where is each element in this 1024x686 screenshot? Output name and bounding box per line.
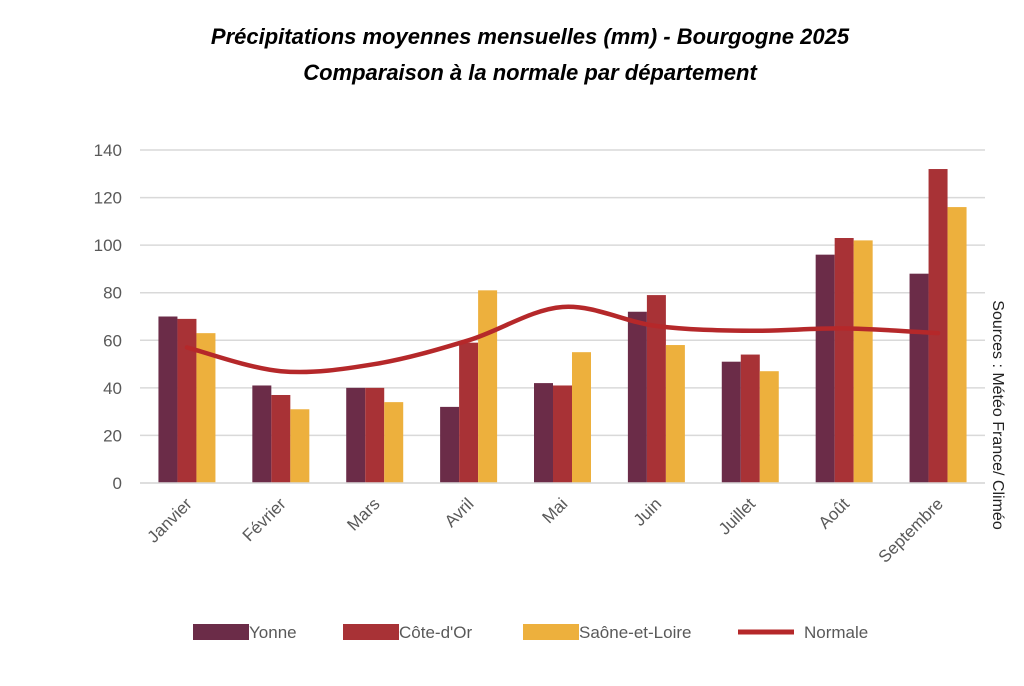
source-note: Sources : Météo France/ Climéo — [989, 300, 1006, 530]
legend-label: Yonne — [249, 623, 297, 642]
bar — [534, 383, 553, 483]
bar — [553, 385, 572, 483]
bar — [627, 311, 647, 483]
bar — [572, 352, 591, 483]
bar — [196, 333, 216, 483]
legend-label: Côte-d'Or — [399, 623, 472, 642]
bar — [384, 402, 404, 483]
y-tick-label: 20 — [103, 426, 122, 445]
line — [184, 304, 941, 375]
bar — [815, 254, 835, 483]
y-tick-label: 100 — [94, 236, 122, 255]
legend-swatch — [193, 624, 249, 640]
bar — [928, 169, 948, 483]
bar — [290, 409, 310, 483]
bar — [365, 387, 385, 483]
legend-swatch — [343, 624, 399, 640]
y-tick-label: 60 — [103, 331, 122, 350]
y-tick-label: 0 — [113, 474, 122, 493]
bar — [853, 240, 873, 483]
legend-label: Normale — [804, 623, 868, 642]
bar — [947, 207, 967, 484]
y-tick-label: 120 — [94, 189, 122, 208]
y-tick-label: 40 — [103, 379, 122, 398]
chart-subtitle: Comparaison à la normale par département — [303, 60, 758, 85]
bar — [740, 354, 760, 483]
y-tick-label: 80 — [103, 284, 122, 303]
bar — [721, 361, 741, 483]
bar — [834, 238, 854, 483]
y-tick-label: 140 — [94, 141, 122, 160]
bar — [459, 342, 479, 483]
bar — [271, 394, 291, 483]
legend-swatch — [523, 624, 579, 640]
bar — [665, 345, 685, 483]
bar — [158, 316, 178, 483]
chart-title: Précipitations moyennes mensuelles (mm) … — [211, 24, 850, 49]
bar — [909, 273, 929, 483]
bar — [177, 318, 197, 483]
bar — [646, 295, 666, 483]
bar — [440, 406, 460, 483]
bar — [346, 387, 366, 483]
bar — [478, 290, 498, 483]
bar — [759, 371, 779, 483]
bar — [252, 385, 272, 483]
legend-label: Saône-et-Loire — [579, 623, 691, 642]
